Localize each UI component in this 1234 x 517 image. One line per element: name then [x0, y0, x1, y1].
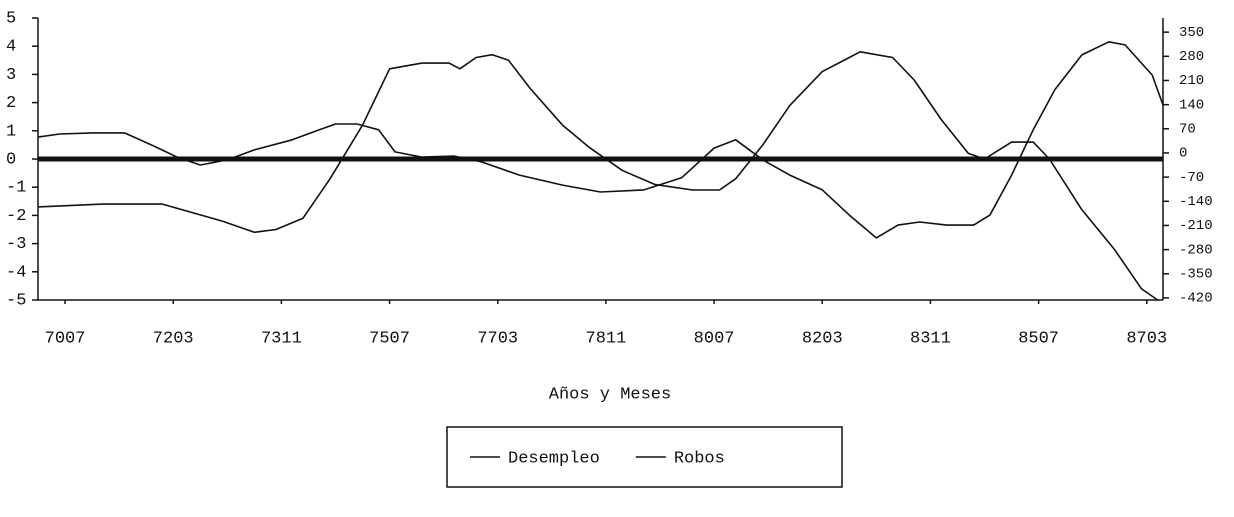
x-tick-label: 7311	[261, 329, 302, 348]
x-tick-label: 8203	[802, 329, 843, 348]
y-tick-label: 4	[6, 38, 16, 57]
y-tick-label: -3	[6, 235, 26, 254]
y2-tick-label: -280	[1179, 242, 1213, 258]
y-tick-label: 0	[6, 150, 16, 169]
y-tick-label: -4	[6, 263, 26, 282]
x-tick-label: 7203	[153, 329, 194, 348]
x-tick-label: 7007	[45, 329, 86, 348]
x-tick-label: 8007	[694, 329, 735, 348]
x-tick-label: 8507	[1018, 329, 1059, 348]
y2-tick-label: -350	[1179, 266, 1213, 282]
y2-tick-label: 0	[1179, 146, 1187, 162]
y-tick-label: -2	[6, 207, 26, 226]
legend-box	[446, 426, 843, 488]
x-tick-label: 7507	[369, 329, 410, 348]
y-tick-label: -5	[6, 291, 26, 310]
y2-tick-label: 140	[1179, 97, 1204, 113]
y2-tick-label: 280	[1179, 49, 1204, 65]
y2-tick-label: 70	[1179, 122, 1196, 138]
legend-label: Desempleo	[508, 449, 600, 468]
y2-tick-label: 210	[1179, 73, 1204, 89]
series-line	[37, 51, 1159, 301]
series-line	[37, 41, 1164, 239]
y-tick-label: 2	[6, 94, 16, 113]
y-tick-label: 1	[6, 122, 16, 141]
x-tick-label: 7703	[477, 329, 518, 348]
y2-tick-label: -420	[1179, 291, 1213, 307]
y2-tick-label: -70	[1179, 170, 1204, 186]
y-tick-label: -1	[6, 179, 26, 198]
x-tick-label: 7811	[586, 329, 627, 348]
y2-tick-label: -140	[1179, 194, 1213, 210]
x-tick-label: 8311	[910, 329, 951, 348]
x-tick-label: 8703	[1126, 329, 1167, 348]
y2-tick-label: 350	[1179, 25, 1204, 41]
y2-tick-label: -210	[1179, 218, 1213, 234]
y-tick-label: 3	[6, 66, 16, 85]
x-axis-label: Años y Meses	[549, 385, 671, 404]
y-tick-label: 5	[6, 9, 16, 28]
legend-label: Robos	[674, 449, 725, 468]
